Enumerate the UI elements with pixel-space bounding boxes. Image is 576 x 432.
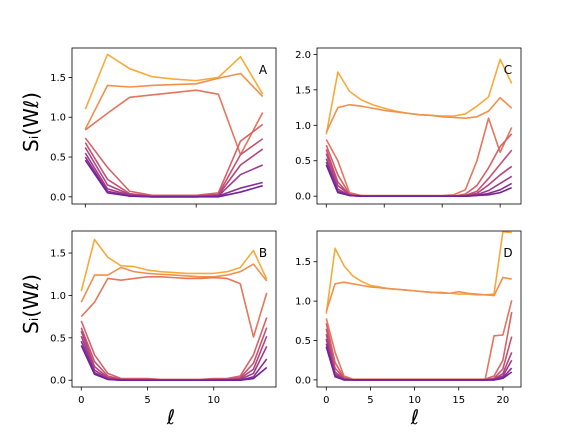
x-tick-label: 10 [408, 395, 421, 406]
series-line-3 [80, 275, 268, 338]
y-axis-label-bottom: Sᵢ(Wℓ) [19, 274, 43, 334]
x-tick-label: 5 [367, 395, 373, 406]
series-line-1 [325, 58, 513, 135]
panel-d: 0 5 10 15 20 0.0 0.5 1.0 1.5 D [295, 230, 522, 406]
axes-frame [316, 47, 522, 205]
panel-label: B [259, 246, 267, 260]
y-tick-label: 1.0 [50, 113, 66, 124]
panel-label: A [259, 63, 268, 77]
series-group [80, 238, 268, 382]
series-line-1 [80, 238, 268, 292]
series-line-5 [325, 328, 513, 381]
panel-label: C [504, 63, 512, 77]
y-tick-label: 0.0 [50, 376, 66, 387]
y-tick-label: 1.5 [295, 85, 311, 96]
panel-label: D [503, 246, 512, 260]
series-line-6 [325, 334, 513, 381]
y-tick-label: 0.0 [50, 192, 66, 203]
y-tick-label: 0.0 [295, 375, 311, 386]
y-tick-label: 0.0 [295, 192, 311, 203]
x-tick-label: 0 [323, 395, 329, 406]
axes-frame [71, 230, 277, 388]
panel-a: 0.0 0.5 1.0 1.5 A [50, 47, 277, 208]
x-tick-label: 15 [452, 395, 465, 406]
series-line-4 [84, 123, 264, 197]
series-line-2 [80, 263, 268, 303]
series-line-4 [325, 312, 513, 381]
series-line-3 [84, 89, 264, 156]
y-tick-label: 0.5 [50, 333, 66, 344]
series-line-9 [325, 164, 513, 197]
series-line-3 [325, 300, 513, 380]
y-tick-label: 0.5 [50, 153, 66, 164]
axes-frame [316, 230, 522, 388]
x-tick-label: 5 [144, 395, 150, 406]
x-axis-label-left: ℓ [166, 405, 175, 429]
panel-b: 0 5 10 0.0 0.5 1.0 1.5 B [50, 230, 277, 406]
x-tick-label: 0 [78, 395, 84, 406]
x-tick-label: 20 [497, 395, 510, 406]
y-axis-label-top: Sᵢ(Wℓ) [19, 92, 43, 152]
series-line-8 [325, 161, 513, 197]
series-line-6 [80, 330, 268, 382]
y-tick-label: 0.5 [295, 336, 311, 347]
y-tick-label: 1.5 [50, 73, 66, 84]
y-tick-label: 1.0 [295, 297, 311, 308]
y-tick-label: 2.0 [295, 50, 311, 61]
series-line-7 [325, 338, 513, 381]
y-tick-label: 1.0 [295, 121, 311, 132]
series-group [84, 53, 264, 198]
series-line-9 [325, 346, 513, 381]
series-line-9 [80, 345, 268, 382]
y-tick-label: 1.0 [50, 291, 66, 302]
series-line-1 [84, 53, 264, 110]
y-tick-label: 0.5 [295, 156, 311, 167]
series-line-4 [80, 317, 268, 381]
series-line-5 [80, 327, 268, 382]
series-group [325, 230, 513, 381]
y-tick-label: 1.5 [295, 257, 311, 268]
x-axis-label-right: ℓ [410, 405, 419, 429]
panel-c: 0.0 0.5 1.0 1.5 2.0 C [295, 47, 522, 208]
series-line-8 [325, 343, 513, 381]
series-line-1 [325, 230, 512, 314]
series-line-2 [325, 276, 512, 312]
series-line-4 [325, 133, 513, 197]
axes-frame [71, 47, 277, 205]
series-line-7 [325, 158, 513, 197]
series-group [325, 58, 513, 197]
series-line-9 [84, 159, 263, 198]
x-tick-label: 10 [207, 395, 220, 406]
series-line-2 [325, 96, 513, 133]
y-tick-label: 1.5 [50, 249, 66, 260]
series-line-2 [84, 72, 264, 130]
